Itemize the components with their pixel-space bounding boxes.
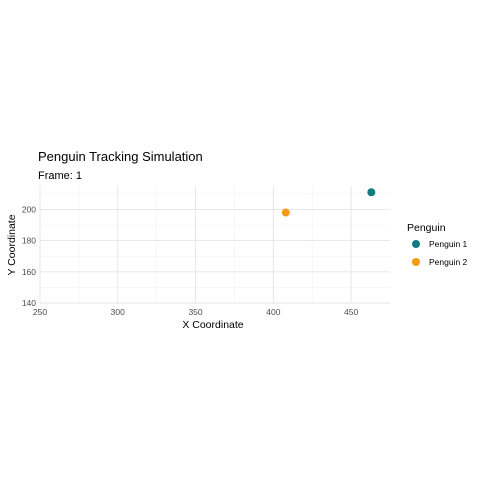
y-tick-label: 140: [22, 298, 36, 308]
x-tick-label: 300: [111, 307, 125, 317]
legend-label: Penguin 2: [429, 257, 468, 267]
x-tick-label: 450: [344, 307, 358, 317]
legend-item: Penguin 2: [412, 257, 468, 267]
legend-key: [412, 258, 420, 266]
legend-label: Penguin 1: [429, 239, 468, 249]
x-tick-label: 250: [33, 307, 47, 317]
data-point: [367, 188, 375, 196]
y-axis-ticks: 140 160 180 200: [22, 204, 36, 308]
legend-item: Penguin 1: [412, 239, 468, 249]
data-point: [282, 209, 290, 217]
x-axis-title: X Coordinate: [182, 319, 243, 331]
legend: Penguin Penguin 1 Penguin 2: [407, 222, 468, 267]
y-tick-label: 180: [22, 236, 36, 246]
x-tick-label: 400: [266, 307, 280, 317]
legend-title: Penguin: [407, 222, 446, 234]
grid-lines: [40, 186, 390, 303]
y-tick-label: 160: [22, 267, 36, 277]
legend-key: [412, 240, 420, 248]
data-points: [282, 188, 376, 216]
legend-items: Penguin 1 Penguin 2: [412, 239, 468, 267]
chart-subtitle: Frame: 1: [38, 170, 82, 182]
x-tick-label: 350: [188, 307, 202, 317]
plot-area: [40, 186, 390, 303]
chart-title: Penguin Tracking Simulation: [38, 149, 203, 164]
y-axis-title: Y Coordinate: [6, 214, 18, 275]
y-tick-label: 200: [22, 204, 36, 214]
x-axis-ticks: 250 300 350 400 450: [33, 307, 359, 317]
